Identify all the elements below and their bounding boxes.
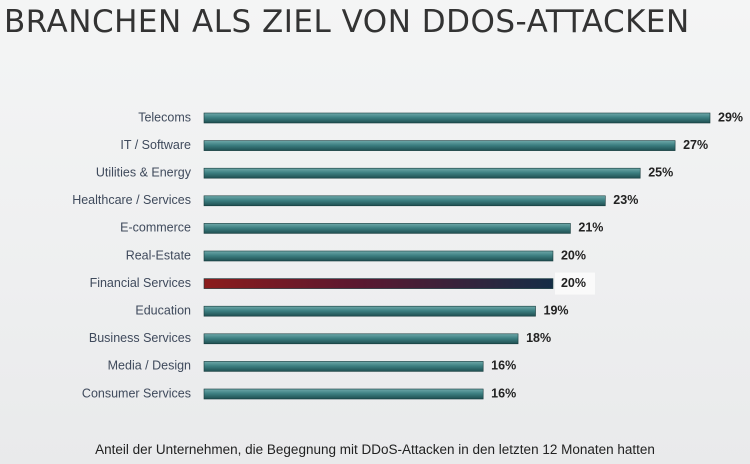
bar <box>203 112 711 124</box>
bar <box>203 223 571 234</box>
value-label: 19% <box>544 303 569 317</box>
chart-title: BRANCHEN ALS ZIEL VON DDOS-ATTACKEN <box>4 4 690 40</box>
category-label: Media / Design <box>108 359 191 373</box>
value-label: 25% <box>648 165 673 179</box>
value-label: 29% <box>718 110 743 124</box>
bar <box>203 305 536 317</box>
chart-caption: Anteil der Unternehmen, die Begegnung mi… <box>95 442 655 457</box>
bar <box>203 140 676 151</box>
category-label: Telecoms <box>138 110 191 124</box>
bar <box>203 195 606 207</box>
category-label: Business Services <box>89 331 191 345</box>
value-label: 27% <box>683 138 708 152</box>
bar <box>203 333 519 345</box>
category-label: Financial Services <box>90 276 191 290</box>
bar <box>203 361 484 372</box>
highlight-glow <box>554 272 595 295</box>
value-label: 16% <box>491 359 516 373</box>
category-label: Consumer Services <box>82 386 191 400</box>
category-label: Healthcare / Services <box>72 193 191 207</box>
category-label: Education <box>135 303 191 317</box>
value-label: 20% <box>561 276 586 290</box>
bar <box>203 250 554 262</box>
category-label: Real-Estate <box>126 248 191 262</box>
category-label: IT / Software <box>120 138 191 152</box>
value-label: 23% <box>613 193 638 207</box>
value-label: 21% <box>578 221 603 235</box>
bar-highlighted <box>203 278 554 289</box>
category-label: Utilities & Energy <box>96 165 192 179</box>
bar-chart: Telecoms 29% IT / Software 27% Utilities & E… <box>72 110 743 400</box>
category-label: E-commerce <box>120 221 191 235</box>
bar <box>203 167 641 179</box>
value-label: 20% <box>561 248 586 262</box>
bar <box>203 388 484 400</box>
value-label: 18% <box>526 331 551 345</box>
value-label: 16% <box>491 386 516 400</box>
